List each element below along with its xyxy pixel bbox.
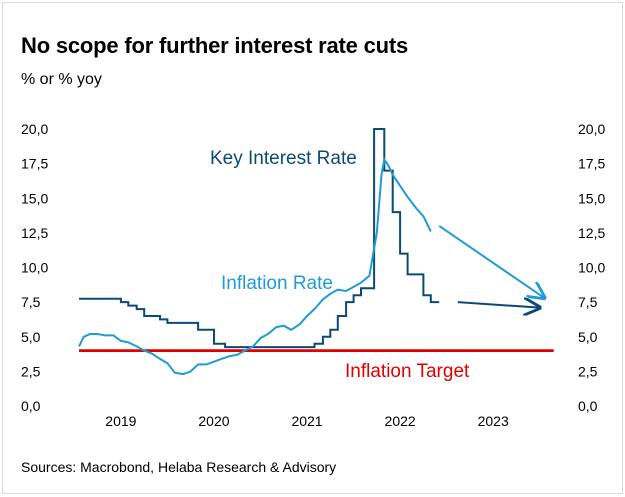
x-tick-label: 2022 <box>385 413 416 429</box>
x-tick-label: 2021 <box>291 413 322 429</box>
y-axis-left: 0,0 2,5 5,0 7,5 10,0 12,5 15,0 17,5 20,0 <box>21 121 48 414</box>
chart-subtitle: % or % yoy <box>21 71 102 88</box>
y-tick-label-right: 20,0 <box>578 121 605 137</box>
y-tick-label-left: 12,5 <box>21 225 48 241</box>
y-tick-label-left: 2,5 <box>21 363 41 379</box>
y-tick-label-left: 5,0 <box>21 329 41 345</box>
annotation-layer: Key Interest Rate Inflation Rate Inflation… <box>210 148 470 382</box>
x-axis: 2019 2020 2021 2022 2023 <box>105 413 509 429</box>
chart-title: No scope for further interest rate cuts <box>21 33 409 58</box>
y-tick-label-left: 0,0 <box>21 398 41 414</box>
label-inflation-target: Inflation Target <box>345 361 470 382</box>
source-note: Sources: Macrobond, Helaba Research & Ad… <box>21 459 337 475</box>
y-tick-label-right: 2,5 <box>578 363 598 379</box>
y-axis-right: 0,0 2,5 5,0 7,5 10,0 12,5 15,0 17,5 20,0 <box>578 121 605 414</box>
series-key-interest-rate <box>79 128 440 349</box>
y-tick-label-right: 5,0 <box>578 329 598 345</box>
y-tick-label-right: 17,5 <box>578 156 605 172</box>
y-tick-label-right: 15,0 <box>578 190 605 206</box>
y-tick-label-left: 10,0 <box>21 260 48 276</box>
projection-arrow-inflation-rate <box>438 225 544 298</box>
label-key-interest-rate: Key Interest Rate <box>210 148 357 169</box>
projection-arrow-key-interest-rate <box>457 302 540 308</box>
y-tick-label-right: 0,0 <box>578 398 598 414</box>
y-tick-label-right: 10,0 <box>578 260 605 276</box>
series-inflation-rate <box>78 156 432 376</box>
y-tick-label-left: 7,5 <box>21 294 41 310</box>
y-tick-label-left: 15,0 <box>21 190 48 206</box>
y-tick-label-right: 12,5 <box>578 225 605 241</box>
y-tick-label-left: 17,5 <box>21 156 48 172</box>
x-tick-label: 2019 <box>105 413 136 429</box>
x-tick-label: 2023 <box>478 413 509 429</box>
y-tick-label-left: 20,0 <box>21 121 48 137</box>
x-tick-label: 2020 <box>198 413 229 429</box>
y-tick-label-right: 7,5 <box>578 294 598 310</box>
label-inflation-rate: Inflation Rate <box>221 273 333 294</box>
series-layer <box>78 128 554 376</box>
